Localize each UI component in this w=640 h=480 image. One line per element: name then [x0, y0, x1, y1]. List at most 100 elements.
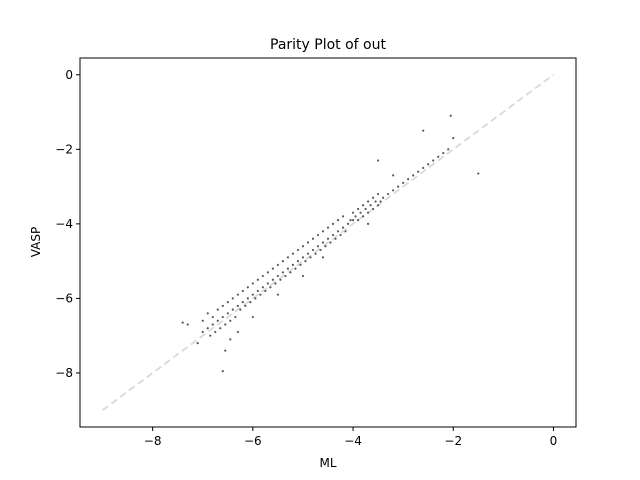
data-point — [221, 369, 224, 373]
data-point — [334, 237, 337, 240]
data-point — [261, 274, 264, 278]
data-point — [269, 286, 272, 289]
data-point — [296, 248, 300, 252]
data-point — [291, 252, 295, 255]
data-point — [259, 293, 262, 296]
data-point — [294, 267, 297, 270]
data-point — [291, 263, 295, 266]
data-point — [437, 155, 440, 158]
data-point — [219, 327, 222, 330]
data-point — [392, 174, 395, 177]
data-point — [377, 204, 380, 207]
data-point — [226, 312, 229, 315]
data-point — [256, 289, 259, 293]
data-point — [392, 189, 395, 192]
data-point — [229, 338, 232, 341]
data-point — [246, 297, 249, 300]
data-point — [254, 297, 257, 300]
data-point — [216, 308, 219, 311]
data-point — [311, 248, 315, 252]
data-point — [449, 114, 452, 117]
y-tick-label: −2 — [55, 142, 73, 156]
data-point — [371, 207, 375, 211]
x-axis-label: ML — [319, 456, 336, 470]
data-point — [246, 286, 249, 289]
y-tick-label: 0 — [65, 68, 73, 82]
data-point — [239, 308, 242, 311]
data-point — [206, 327, 209, 330]
plot-frame — [79, 57, 577, 428]
x-tick-label: −4 — [344, 434, 362, 448]
y-tick-label: −6 — [55, 291, 73, 305]
data-point — [366, 211, 370, 214]
data-point — [231, 308, 234, 311]
data-point — [422, 166, 425, 170]
data-point — [351, 219, 355, 222]
data-point — [321, 256, 325, 259]
data-point — [452, 137, 455, 140]
plot-area — [102, 74, 554, 411]
data-point — [309, 256, 312, 259]
data-point — [276, 263, 279, 266]
data-point — [361, 215, 365, 218]
data-point — [377, 159, 380, 162]
data-point — [211, 323, 214, 326]
data-point — [341, 215, 345, 218]
data-point — [264, 289, 267, 293]
data-point — [301, 274, 305, 278]
data-point — [201, 330, 204, 334]
data-point — [304, 260, 307, 263]
data-point — [196, 342, 199, 345]
data-point — [356, 219, 360, 222]
data-point — [321, 230, 325, 233]
data-point — [314, 252, 317, 255]
data-point — [216, 319, 219, 322]
data-point — [326, 226, 330, 229]
data-point — [251, 293, 254, 296]
data-point — [331, 233, 335, 237]
data-point — [286, 256, 290, 259]
data-point — [181, 321, 184, 324]
data-point — [329, 241, 332, 244]
data-point — [301, 256, 305, 259]
data-point — [364, 207, 367, 211]
chart-title: Parity Plot of out — [270, 37, 386, 53]
data-point — [281, 271, 285, 274]
data-point — [442, 151, 445, 155]
parity-reference-line — [102, 74, 554, 411]
data-point — [236, 293, 239, 296]
data-point — [316, 245, 320, 248]
data-point — [241, 301, 244, 304]
data-point — [206, 312, 209, 315]
data-point — [221, 315, 224, 319]
data-point — [289, 271, 292, 274]
data-point — [349, 219, 352, 222]
x-tick-label: −2 — [444, 434, 462, 448]
data-point — [336, 230, 340, 233]
data-point — [422, 129, 425, 132]
data-point — [447, 148, 450, 151]
data-point — [251, 315, 254, 319]
data-point — [214, 330, 217, 334]
y-tick-label: −8 — [55, 366, 73, 380]
x-tick-label: −8 — [144, 434, 162, 448]
data-point — [236, 304, 239, 307]
data-point — [477, 172, 480, 175]
data-point — [276, 293, 279, 296]
y-tick-label: −4 — [55, 217, 73, 231]
data-point — [306, 252, 310, 255]
data-point — [341, 226, 345, 229]
data-point — [274, 282, 277, 285]
data-point — [359, 211, 362, 214]
data-point — [271, 267, 274, 270]
data-point — [266, 282, 269, 285]
data-point — [379, 200, 382, 203]
x-axis-ticks: −8 −6 −4 −2 0 — [144, 427, 557, 448]
data-point — [354, 215, 357, 218]
data-point — [251, 282, 254, 285]
data-point — [311, 237, 315, 240]
data-point — [301, 245, 305, 248]
data-point — [234, 315, 237, 319]
data-point — [336, 219, 340, 222]
data-point — [371, 196, 375, 199]
